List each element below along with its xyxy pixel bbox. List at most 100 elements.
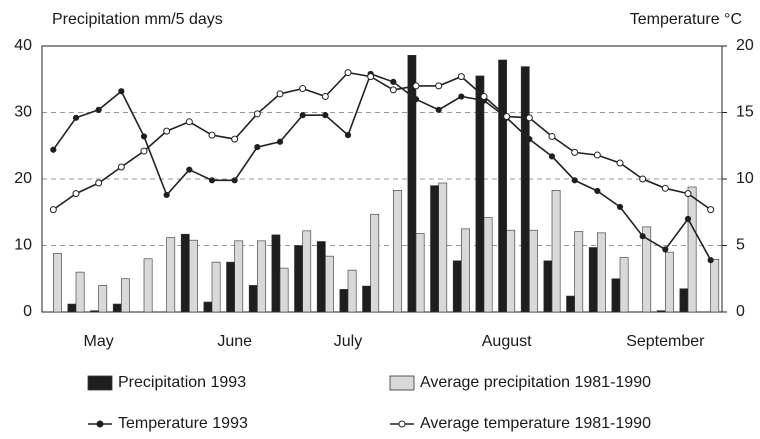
point (253, 110, 261, 118)
point (662, 246, 669, 253)
legend-marker (398, 420, 406, 428)
point (118, 88, 125, 95)
bar (339, 289, 349, 313)
bar (53, 253, 62, 313)
bar (498, 59, 507, 313)
point (367, 73, 375, 81)
bar (506, 229, 516, 313)
bar (234, 240, 244, 313)
bar (656, 310, 666, 313)
point (254, 143, 261, 151)
point (526, 136, 533, 143)
point (117, 163, 125, 171)
bar (393, 190, 402, 313)
bar (642, 226, 652, 313)
point (707, 206, 715, 214)
point (140, 133, 148, 140)
bar (370, 213, 380, 313)
point (344, 132, 352, 139)
point (594, 187, 601, 195)
bar (483, 217, 493, 313)
point (231, 135, 239, 143)
bar (248, 285, 258, 313)
point (503, 112, 511, 120)
point (95, 179, 103, 187)
bar (302, 230, 312, 313)
y-tick-label: 30 (14, 104, 32, 121)
point (231, 177, 238, 184)
point (186, 166, 193, 173)
point (50, 146, 57, 153)
bar (566, 295, 575, 313)
bar (687, 186, 697, 313)
point (639, 175, 647, 183)
point (344, 69, 352, 77)
bar (520, 66, 530, 313)
bar (98, 285, 108, 313)
point (548, 132, 556, 140)
point (435, 82, 443, 90)
bar (475, 75, 485, 313)
legend-marker (96, 420, 104, 428)
y-tick-label: 20 (14, 170, 32, 187)
bar (271, 234, 281, 313)
bar (438, 182, 448, 313)
point (390, 78, 397, 86)
bar (362, 285, 371, 313)
bar (112, 303, 122, 313)
point (95, 106, 102, 113)
legend-label: Temperature 1993 (118, 415, 248, 432)
y2-tick-label: 15 (736, 104, 754, 121)
point (208, 177, 216, 184)
point (299, 85, 307, 93)
x-tick-label: May (84, 333, 114, 350)
bar (166, 237, 176, 313)
point (684, 190, 692, 198)
bar (294, 245, 303, 313)
point (276, 138, 284, 145)
point (616, 159, 624, 167)
bar (143, 258, 153, 313)
point (163, 191, 170, 199)
bar (75, 271, 85, 313)
point (458, 93, 465, 100)
bar (430, 185, 439, 313)
line (52, 72, 712, 261)
point (72, 190, 80, 198)
point (661, 184, 669, 192)
point (571, 177, 578, 184)
point (276, 90, 284, 98)
y-tick-label: 0 (23, 303, 32, 320)
point (412, 96, 420, 103)
x-tick-label: June (217, 333, 252, 350)
x-tick-label: September (626, 333, 705, 350)
point (163, 127, 171, 135)
bar (665, 251, 674, 313)
bar (316, 241, 326, 313)
bar (325, 255, 334, 313)
point (480, 93, 488, 101)
point (412, 82, 420, 90)
bar (679, 288, 689, 313)
point (457, 73, 465, 81)
line (52, 71, 712, 211)
bar (611, 278, 621, 313)
bar (710, 259, 720, 313)
bar (588, 247, 598, 313)
point (593, 151, 601, 159)
legend-swatch (87, 375, 113, 391)
y2-tick-label: 10 (736, 170, 754, 187)
point (707, 257, 714, 264)
y-tick-label: 40 (14, 37, 32, 54)
bar (121, 278, 130, 313)
point (525, 114, 533, 122)
point (72, 114, 80, 121)
point (185, 118, 193, 126)
legend-swatch (389, 375, 415, 391)
point (684, 215, 692, 222)
point (389, 86, 397, 94)
x-tick-label: July (334, 333, 362, 350)
point (49, 206, 57, 214)
